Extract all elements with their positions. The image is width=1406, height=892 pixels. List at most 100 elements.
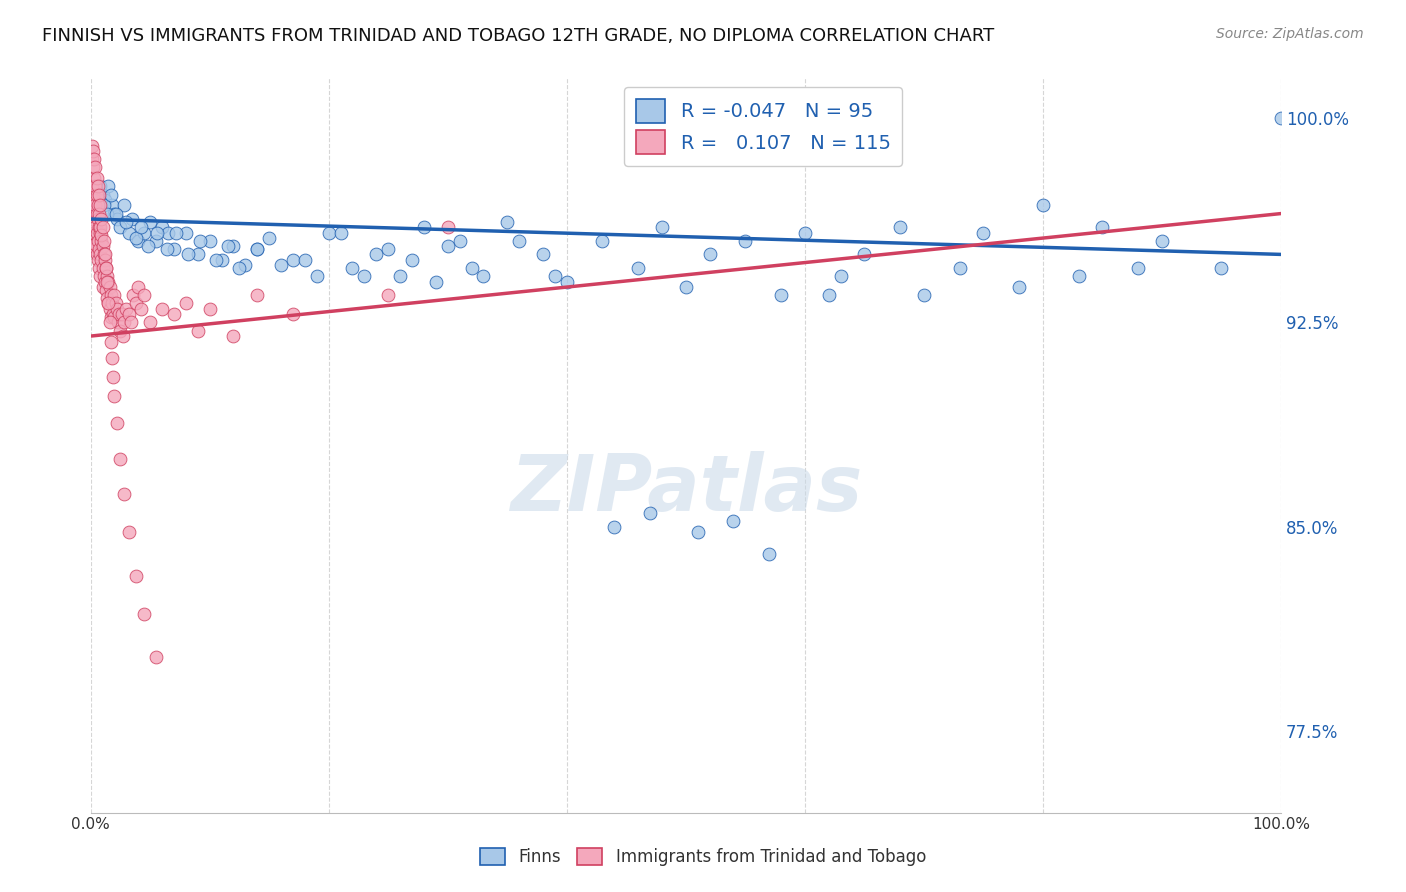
Point [98, 301, 121, 316]
Point [100, 187, 122, 202]
Point [98, 316, 121, 330]
Point [83, 152, 105, 166]
Point [83, 226, 105, 240]
Point [101, 351, 124, 365]
Point [87, 220, 110, 235]
Point [107, 316, 129, 330]
Point [436, 239, 458, 253]
Point [104, 296, 127, 310]
Point [105, 301, 128, 316]
Point [734, 234, 756, 248]
Point [129, 220, 152, 235]
Point [89, 179, 111, 194]
Point [101, 198, 124, 212]
Point [100, 310, 122, 324]
Point [103, 370, 125, 384]
Point [889, 220, 911, 235]
Point [80, 152, 103, 166]
Point [87, 242, 110, 256]
Point [96, 269, 118, 284]
Point [118, 525, 141, 540]
Point [90, 212, 112, 227]
Point [281, 252, 304, 267]
Point [103, 310, 125, 324]
Point [1067, 269, 1090, 284]
Point [198, 234, 221, 248]
Point [97, 275, 120, 289]
Point [187, 324, 209, 338]
Point [603, 519, 626, 533]
Point [100, 288, 122, 302]
Point [97, 179, 120, 194]
Point [136, 239, 159, 253]
Point [93, 198, 115, 212]
Point [94, 252, 117, 267]
Point [86, 226, 108, 240]
Point [89, 269, 111, 284]
Point [82, 226, 104, 240]
Point [1270, 112, 1292, 126]
Point [146, 226, 169, 240]
Point [318, 226, 340, 240]
Point [544, 269, 567, 284]
Point [103, 288, 125, 302]
Point [496, 215, 519, 229]
Point [87, 212, 110, 227]
Point [83, 193, 105, 207]
Point [96, 206, 118, 220]
Point [377, 288, 399, 302]
Point [87, 234, 110, 248]
Point [80, 220, 103, 235]
Point [1150, 234, 1173, 248]
Point [377, 242, 399, 256]
Point [211, 252, 233, 267]
Point [294, 252, 316, 267]
Point [460, 260, 482, 275]
Point [83, 171, 105, 186]
Point [449, 234, 471, 248]
Point [204, 252, 226, 267]
Point [94, 260, 117, 275]
Point [110, 451, 132, 466]
Point [100, 334, 122, 349]
Point [83, 206, 105, 220]
Point [758, 547, 780, 561]
Point [104, 206, 127, 220]
Point [87, 206, 110, 220]
Point [591, 234, 613, 248]
Point [165, 226, 187, 240]
Point [108, 307, 131, 321]
Point [91, 239, 114, 253]
Point [91, 220, 114, 235]
Point [235, 258, 257, 272]
Point [145, 234, 167, 248]
Point [93, 247, 115, 261]
Point [93, 234, 115, 248]
Point [156, 226, 179, 240]
Point [82, 212, 104, 227]
Point [134, 607, 156, 621]
Point [353, 269, 375, 284]
Point [84, 236, 107, 251]
Point [82, 161, 104, 175]
Point [125, 231, 148, 245]
Point [853, 247, 876, 261]
Point [89, 226, 111, 240]
Point [830, 269, 852, 284]
Point [86, 206, 108, 220]
Point [627, 260, 650, 275]
Point [401, 252, 423, 267]
Point [531, 247, 554, 261]
Point [105, 212, 128, 227]
Point [86, 187, 108, 202]
Point [80, 138, 103, 153]
Point [89, 247, 111, 261]
Point [112, 487, 135, 501]
Point [105, 416, 128, 430]
Point [111, 329, 134, 343]
Point [94, 247, 117, 261]
Point [93, 269, 115, 284]
Point [508, 234, 530, 248]
Point [91, 280, 114, 294]
Point [118, 307, 141, 321]
